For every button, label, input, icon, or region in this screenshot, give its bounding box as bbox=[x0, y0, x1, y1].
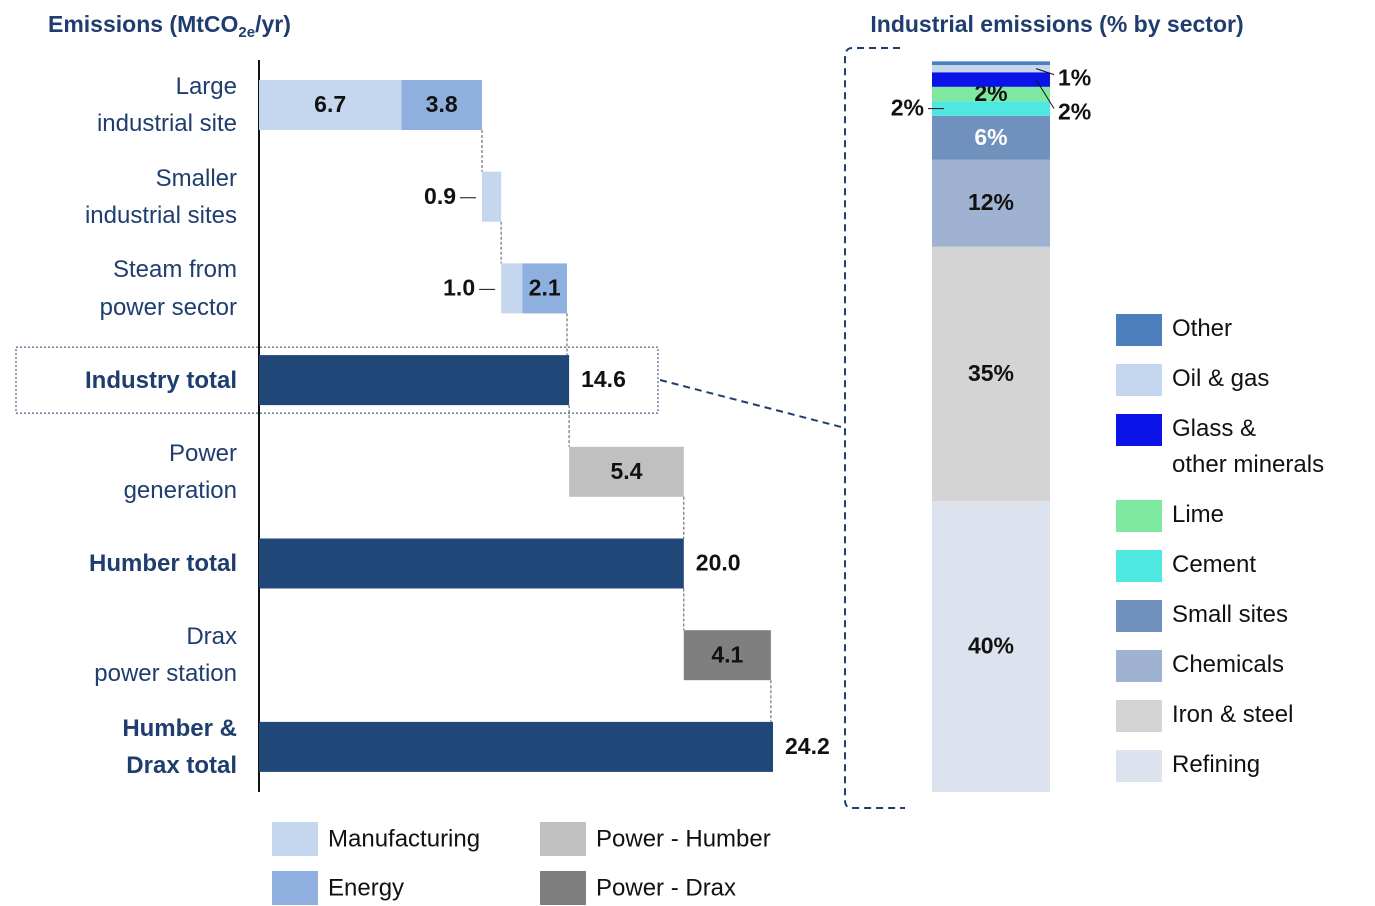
legend-label: Refining bbox=[1172, 751, 1261, 778]
total-label: 14.6 bbox=[581, 366, 626, 392]
legend-swatch bbox=[540, 822, 586, 856]
category-label: Drax power station bbox=[94, 623, 237, 688]
bar-segment bbox=[501, 263, 523, 314]
legend-swatch bbox=[1116, 650, 1162, 682]
legend-label: Manufacturing bbox=[328, 825, 480, 852]
column-segment bbox=[932, 61, 1050, 65]
category-label: Power generation bbox=[123, 439, 237, 504]
legend-label: Chemicals bbox=[1172, 651, 1285, 678]
total-label: 20.0 bbox=[696, 550, 741, 576]
column-segment bbox=[932, 86, 1050, 102]
total-bar bbox=[259, 721, 774, 772]
legend-label: Cement bbox=[1172, 551, 1257, 578]
legend-swatch bbox=[1116, 700, 1162, 732]
title-text: Emissions (MtCO bbox=[48, 11, 238, 37]
column-segment bbox=[932, 101, 1050, 116]
leader-line bbox=[1035, 68, 1055, 76]
value-label: 2% bbox=[891, 95, 924, 121]
value-label: 4.1 bbox=[711, 641, 743, 667]
column-segment bbox=[932, 159, 1050, 247]
legend-swatch bbox=[272, 822, 318, 856]
bar-segment bbox=[683, 630, 771, 681]
zoom-connector bbox=[659, 379, 846, 429]
column-segment bbox=[932, 72, 1050, 87]
zoom-bracket bbox=[844, 47, 905, 809]
value-label: 6% bbox=[974, 124, 1007, 150]
total-label: 24.2 bbox=[785, 733, 830, 759]
category-label: Large industrial site bbox=[96, 73, 237, 138]
legend-label: Oil & gas bbox=[1172, 365, 1270, 392]
category-label: Steam from power sector bbox=[99, 256, 237, 321]
legend-label: Small sites bbox=[1172, 601, 1289, 628]
column-segment bbox=[932, 246, 1050, 502]
chart-title: Industrial emissions (% by sector) bbox=[870, 11, 1243, 37]
bar-segment bbox=[401, 80, 483, 130]
value-label: 2% bbox=[1058, 99, 1091, 125]
legend-swatch bbox=[1116, 750, 1162, 782]
total-bar bbox=[259, 355, 570, 406]
bar-segment bbox=[522, 263, 567, 314]
category-label: Smaller industrial sites bbox=[84, 164, 237, 229]
category-label: Humber & Drax total bbox=[122, 714, 237, 780]
legend-swatch bbox=[1116, 500, 1162, 532]
legend-swatch bbox=[1116, 550, 1162, 582]
column-segment bbox=[932, 501, 1050, 792]
legend-label: Glass & other minerals bbox=[1172, 415, 1325, 478]
value-label: 1.0 bbox=[443, 274, 475, 300]
column-segment bbox=[932, 115, 1050, 160]
total-bar bbox=[259, 538, 684, 589]
value-label: 35% bbox=[968, 360, 1014, 386]
value-label: 6.7 bbox=[314, 91, 346, 117]
legend-swatch bbox=[1116, 364, 1162, 396]
leader-line bbox=[1035, 79, 1055, 109]
legend-swatch bbox=[1116, 414, 1162, 446]
value-label: 5.4 bbox=[610, 458, 642, 484]
legend-label: Lime bbox=[1172, 501, 1225, 528]
legend-swatch bbox=[540, 871, 586, 905]
legend-label: Other bbox=[1172, 315, 1233, 342]
value-label: 3.8 bbox=[426, 91, 458, 117]
legend-swatch bbox=[272, 871, 318, 905]
legend-label: Power - Humber bbox=[596, 825, 771, 852]
value-label: 1% bbox=[1058, 65, 1091, 91]
category-label: Industry total bbox=[84, 366, 237, 394]
value-label: 0.9 bbox=[424, 183, 456, 209]
bar-segment bbox=[569, 446, 684, 497]
value-label: 2.1 bbox=[529, 274, 561, 300]
column-segment bbox=[932, 65, 1050, 73]
legend-swatch bbox=[1116, 314, 1162, 346]
chart-title: Emissions (MtCO2e/yr) bbox=[48, 11, 291, 41]
title-subscript: 2e bbox=[238, 24, 255, 41]
value-label: 12% bbox=[968, 189, 1014, 215]
highlight-box bbox=[15, 346, 659, 414]
title-suffix: /yr) bbox=[255, 11, 291, 37]
legend-label: Iron & steel bbox=[1172, 701, 1294, 728]
legend-label: Power - Drax bbox=[596, 874, 736, 901]
bar-segment bbox=[482, 171, 502, 222]
bar-segment bbox=[259, 80, 402, 130]
category-label: Humber total bbox=[88, 550, 237, 577]
legend-label: Energy bbox=[328, 874, 404, 901]
legend-swatch bbox=[1116, 600, 1162, 632]
value-label: 40% bbox=[968, 633, 1014, 659]
